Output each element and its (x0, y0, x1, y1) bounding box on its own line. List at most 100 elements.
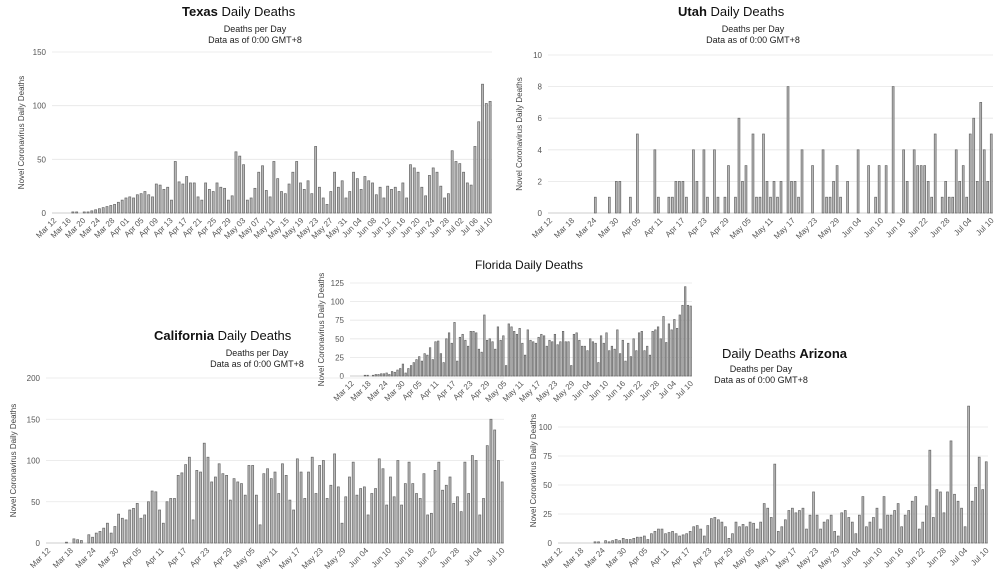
florida-bar (507, 323, 510, 377)
california-bar (214, 476, 217, 544)
texas-bar (393, 186, 397, 214)
california-bar (374, 488, 377, 544)
utah-bar (762, 133, 765, 214)
utah-ytick-label: 0 (538, 209, 543, 218)
california-bar (236, 481, 240, 544)
texas-bar (481, 83, 484, 214)
florida-bar (564, 341, 567, 377)
california-bar (478, 514, 482, 544)
arizona-bar (826, 519, 829, 544)
utah-bar (737, 117, 741, 214)
utah-bar (975, 181, 979, 214)
florida-bar (599, 335, 603, 377)
utah-bar (734, 196, 737, 214)
california-bar (396, 460, 400, 544)
california-bar (389, 476, 392, 544)
utah-bar (968, 133, 972, 214)
arizona-xtick-label: May 05 (731, 546, 756, 571)
texas-bar (272, 161, 276, 214)
california-xtick-label: Mar 18 (51, 546, 75, 570)
arizona-bar (981, 489, 985, 544)
utah-bar (629, 196, 632, 214)
arizona-bar (815, 514, 819, 544)
california-subtitle: Deaths per Day Data as of 0:00 GMT+8 (192, 348, 322, 370)
california-bar (240, 483, 243, 544)
texas-bar (458, 163, 462, 214)
arizona-bar (713, 517, 717, 544)
california-xtick-label: Apr 29 (211, 546, 234, 569)
florida-bar (502, 335, 505, 377)
arizona-bar (942, 512, 946, 544)
arizona-bar (593, 541, 597, 544)
texas-bar (113, 204, 116, 214)
arizona-xtick-label: May 23 (795, 546, 820, 571)
arizona-ytick-label: 75 (543, 452, 552, 461)
arizona-ylabel: Novel Coronavirus Daily Deaths (529, 414, 538, 527)
utah-bar (825, 196, 828, 214)
florida-bar (616, 329, 619, 377)
texas-bar (280, 191, 283, 214)
california-bar (288, 499, 292, 544)
florida-bar (689, 305, 692, 377)
florida-bar (466, 345, 470, 377)
arizona-xtick-label: Apr 17 (669, 546, 692, 569)
arizona-bar (910, 500, 914, 544)
florida-bar (412, 362, 415, 377)
utah-bar (723, 196, 727, 214)
utah-bar (793, 181, 797, 214)
california-bar (217, 463, 221, 544)
texas-bar (249, 197, 253, 214)
arizona-bar (759, 521, 762, 544)
utah-bar (821, 149, 825, 214)
texas-bar (416, 171, 420, 214)
florida-bar (542, 335, 546, 377)
florida-bar (499, 339, 502, 377)
utah-bar (615, 181, 618, 214)
arizona-xtick-label: Mar 12 (540, 546, 564, 570)
florida-bar (646, 345, 649, 377)
texas-bar (450, 150, 454, 214)
arizona-bar (660, 528, 664, 544)
utah-bar (982, 149, 986, 214)
utah-bar (685, 196, 688, 214)
california-bar (433, 470, 437, 544)
arizona-bar (917, 528, 921, 544)
california-bar (336, 486, 340, 544)
california-bar (199, 471, 202, 544)
arizona-bar (935, 489, 939, 544)
utah-xtick-label: Apr 05 (619, 216, 642, 239)
florida-bar (553, 333, 557, 377)
arizona-bar (889, 514, 893, 544)
texas-bar (355, 178, 359, 214)
utah-ytick-label: 4 (538, 146, 543, 155)
arizona-bar (984, 461, 988, 544)
florida-ytick-label: 50 (335, 335, 344, 344)
texas-ytick-label: 100 (33, 102, 47, 111)
arizona-bar (780, 526, 784, 544)
california-ylabel: Novel Coronavirus Daily Deaths (9, 404, 18, 517)
texas-bar (336, 186, 340, 214)
florida-bar (485, 339, 489, 377)
texas-ytick-label: 0 (42, 209, 47, 218)
arizona-bar (762, 503, 766, 544)
texas-bar (75, 211, 79, 214)
arizona-bar (925, 505, 928, 544)
utah-ytick-label: 10 (533, 51, 542, 60)
texas-title: Texas Daily Deaths (182, 4, 295, 19)
california-bar (258, 524, 262, 544)
florida-bar (602, 342, 605, 377)
arizona-bar (854, 533, 858, 544)
california-bar (195, 470, 199, 544)
arizona-xtick-label: May 29 (816, 546, 841, 571)
florida-bar (518, 328, 521, 377)
florida-bar (578, 339, 581, 377)
florida-bar (684, 286, 687, 377)
utah-bar (744, 165, 748, 214)
arizona-xtick-label: Jun 22 (903, 546, 927, 570)
florida-bar (450, 342, 453, 377)
utah-bar (692, 149, 695, 214)
utah-xtick-label: May 23 (794, 216, 819, 241)
utah-bar (839, 196, 842, 214)
utah-bar (811, 165, 814, 214)
utah-bar (874, 196, 877, 214)
